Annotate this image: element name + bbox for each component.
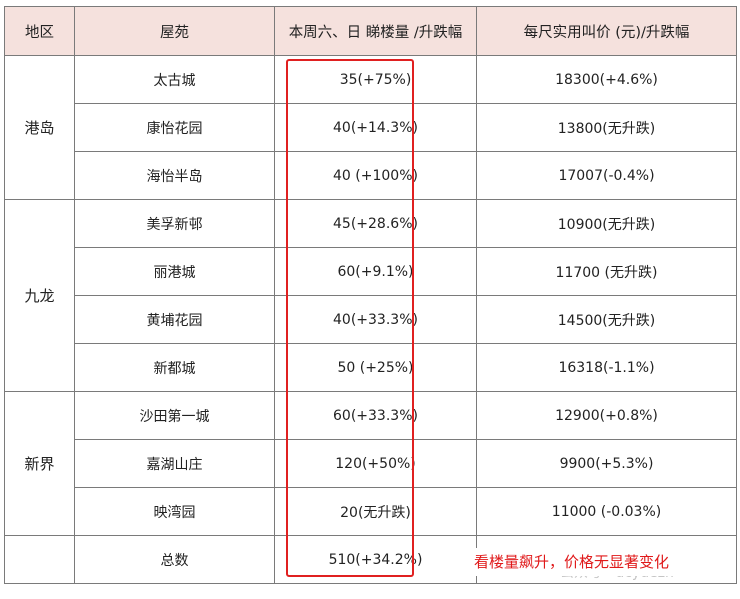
table-row: 海怡半岛 40 (+100%) 17007(-0.4%) — [5, 151, 737, 200]
table-row: 港岛 太古城 35(+75%) 18300(+4.6%) — [4, 55, 737, 200]
price-cell: 9900(+5.3%) — [476, 439, 737, 488]
price-cell: 17007(-0.4%) — [476, 151, 737, 200]
estate-cell: 美孚新邨 — [74, 199, 275, 248]
total-label: 总数 — [74, 535, 275, 584]
viewings-cell: 50 (+25%) — [274, 343, 477, 392]
data-table-container: 地区 屋苑 本周六、日 睇楼量 /升跌幅 每尺实用叫价 (元)/升跌幅 港岛 太… — [4, 6, 737, 592]
price-cell: 14500(无升跌) — [476, 295, 737, 344]
price-cell: 12900(+0.8%) — [476, 391, 737, 440]
price-cell: 18300(+4.6%) — [476, 55, 737, 104]
total-viewings: 510(+34.2%) — [274, 535, 477, 584]
price-cell: 10900(无升跌) — [476, 199, 737, 248]
viewings-cell: 120(+50%) — [274, 439, 477, 488]
estate-cell: 映湾园 — [74, 487, 275, 536]
viewings-cell: 20(无升跌) — [274, 487, 477, 536]
price-cell: 11700 (无升跌) — [476, 247, 737, 296]
estate-cell: 黄埔花园 — [74, 295, 275, 344]
estate-cell: 丽港城 — [74, 247, 275, 296]
total-region-cell — [4, 535, 75, 584]
region-cell: 新界 — [4, 391, 75, 536]
table-row: 嘉湖山庄 120(+50%) 9900(+5.3%) — [5, 439, 737, 488]
price-cell: 13800(无升跌) — [476, 103, 737, 152]
table-row: 康怡花园 40(+14.3%) 13800(无升跌) — [5, 103, 737, 152]
table-row: 九龙 美孚新邨 45(+28.6%) 10900(无升跌) — [4, 199, 737, 392]
estate-cell: 海怡半岛 — [74, 151, 275, 200]
estate-cell: 新都城 — [74, 343, 275, 392]
header-region: 地区 — [4, 6, 75, 56]
table-row: 黄埔花园 40(+33.3%) 14500(无升跌) — [5, 295, 737, 344]
viewings-cell: 40(+33.3%) — [274, 295, 477, 344]
table-row: 新都城 50 (+25%) 16318(-1.1%) — [5, 343, 737, 392]
estate-cell: 沙田第一城 — [74, 391, 275, 440]
viewings-cell: 60(+9.1%) — [274, 247, 477, 296]
viewings-cell: 40 (+100%) — [274, 151, 477, 200]
region-cell: 九龙 — [4, 199, 75, 392]
table-row: 丽港城 60(+9.1%) 11700 (无升跌) — [5, 247, 737, 296]
viewings-cell: 60(+33.3%) — [274, 391, 477, 440]
price-cell: 11000 (-0.03%) — [476, 487, 737, 536]
header-estate: 屋苑 — [74, 6, 275, 56]
table-row: 映湾园 20(无升跌) 11000 (-0.03%) — [5, 487, 737, 536]
property-viewing-table: 地区 屋苑 本周六、日 睇楼量 /升跌幅 每尺实用叫价 (元)/升跌幅 港岛 太… — [4, 6, 737, 584]
region-cell: 港岛 — [4, 55, 75, 200]
header-price: 每尺实用叫价 (元)/升跌幅 — [476, 6, 737, 56]
estate-cell: 太古城 — [74, 55, 275, 104]
viewings-cell: 35(+75%) — [274, 55, 477, 104]
table-row: 新界 沙田第一城 60(+33.3%) 12900(+0.8%) — [4, 391, 737, 536]
price-cell: 16318(-1.1%) — [476, 343, 737, 392]
viewings-cell: 45(+28.6%) — [274, 199, 477, 248]
viewings-cell: 40(+14.3%) — [274, 103, 477, 152]
estate-cell: 嘉湖山庄 — [74, 439, 275, 488]
header-row: 地区 屋苑 本周六、日 睇楼量 /升跌幅 每尺实用叫价 (元)/升跌幅 — [4, 6, 737, 56]
estate-cell: 康怡花园 — [74, 103, 275, 152]
header-viewings: 本周六、日 睇楼量 /升跌幅 — [274, 6, 477, 56]
annotation-caption: 看楼量飙升，价格无显著变化 — [474, 548, 736, 576]
